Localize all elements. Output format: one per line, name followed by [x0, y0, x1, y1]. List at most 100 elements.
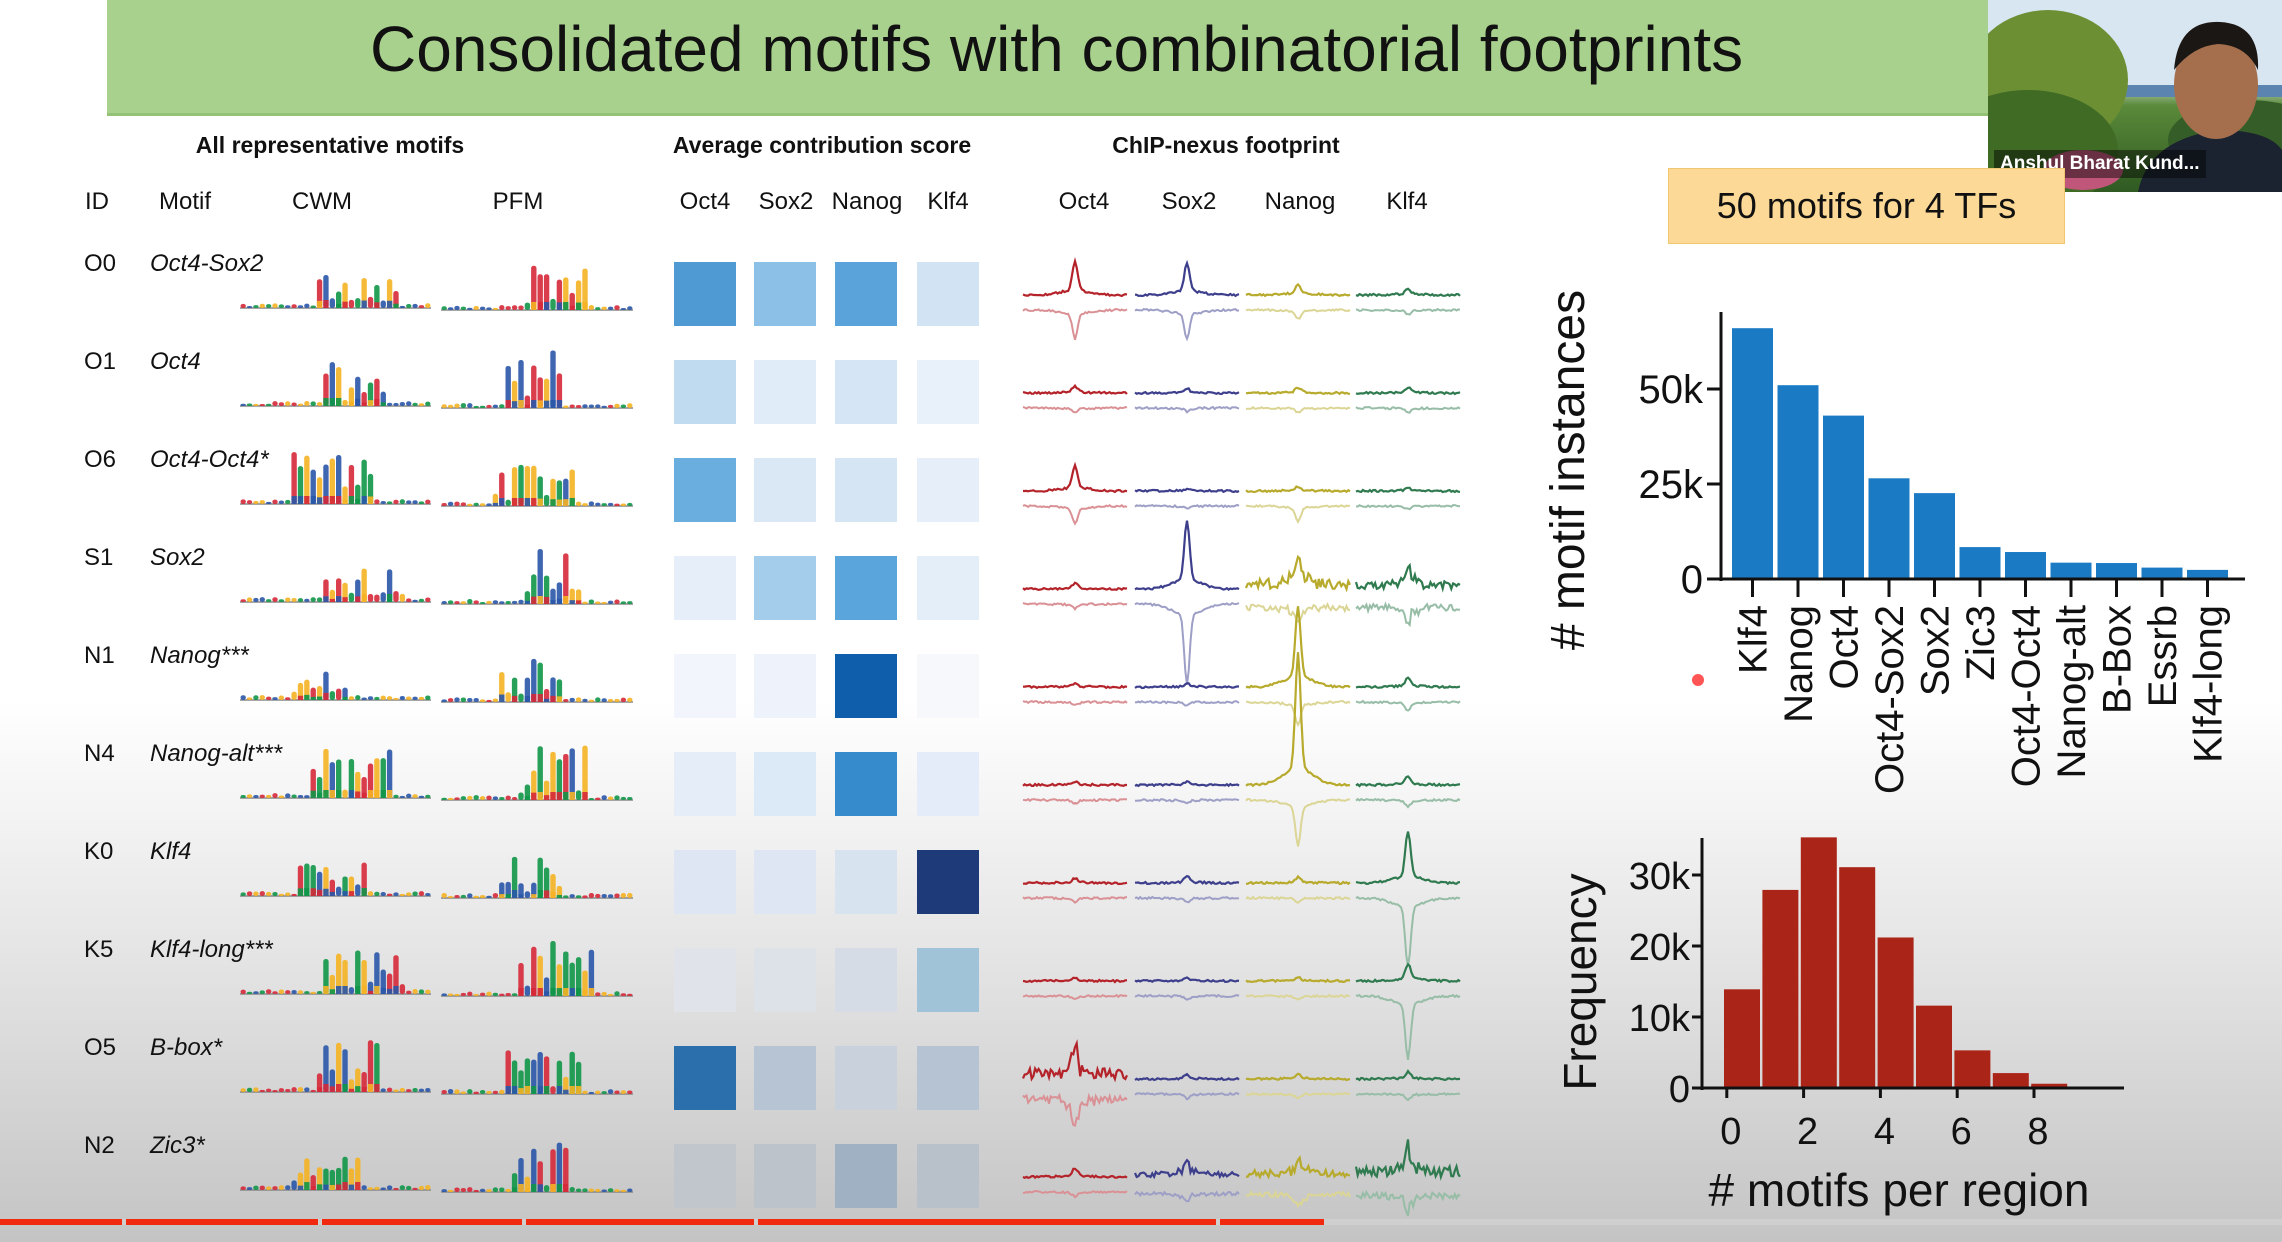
sequence-logo	[441, 265, 633, 311]
col-footprint-klf4: Klf4	[1386, 188, 1428, 215]
x-tick-label: Zic3	[1959, 605, 2003, 681]
contribution-cell-oct4	[674, 654, 736, 718]
y-axis-label: # motif instances	[1542, 290, 1595, 650]
sequence-logo	[240, 1156, 431, 1191]
x-tick-label: Essrb	[2141, 605, 2185, 707]
progress-segment[interactable]	[0, 1219, 122, 1225]
progress-segment[interactable]	[126, 1219, 318, 1225]
motif-id: S1	[84, 544, 114, 571]
col-footprint-oct4: Oct4	[1058, 188, 1110, 215]
x-tick-label: 0	[1720, 1111, 1741, 1153]
sequence-logo	[441, 1142, 633, 1193]
col-contrib-nanog: Nanog	[831, 188, 903, 215]
progress-segment[interactable]	[322, 1219, 522, 1225]
section-motifs: All representative motifs	[195, 132, 465, 158]
y-tick-label: 30k	[1629, 856, 1691, 898]
footprint-nanog	[1245, 1155, 1351, 1209]
x-tick-label: 2	[1797, 1111, 1818, 1153]
footprint-nanog	[1245, 1072, 1351, 1100]
footprint-klf4	[1355, 386, 1461, 414]
footprint-klf4	[1355, 1069, 1461, 1102]
y-tick-label: 25k	[1639, 463, 1704, 507]
contribution-cell-oct4	[674, 1144, 736, 1208]
section-footprint: ChIP-nexus footprint	[1112, 132, 1340, 158]
contribution-cell-oct4	[674, 1046, 736, 1110]
x-axis-label: # motifs per region	[1709, 1164, 2090, 1216]
col-cwm: CWM	[292, 188, 352, 215]
progress-segment[interactable]	[526, 1219, 754, 1225]
motif-id: N2	[84, 1132, 115, 1159]
y-tick-label: 10k	[1629, 998, 1691, 1040]
progress-segment[interactable]	[758, 1219, 1216, 1225]
contribution-cell-nanog	[835, 458, 897, 522]
histogram-bar-7	[1992, 1073, 2029, 1088]
footprint-klf4	[1355, 287, 1461, 316]
webcam-video-tile[interactable]: Anshul Bharat Kund...	[1988, 0, 2282, 192]
contribution-cell-klf4	[917, 850, 979, 914]
contribution-cell-sox2	[754, 262, 816, 326]
bar-essrb	[2141, 567, 2183, 579]
footprint-nanog	[1245, 606, 1351, 728]
y-axis-label: Frequency	[1554, 873, 1606, 1090]
footprint-nanog	[1244, 554, 1351, 623]
histogram-bar-2	[1800, 837, 1837, 1088]
bar-zic3	[1959, 547, 2001, 579]
footprint-sox2	[1134, 387, 1240, 414]
motif-name: Zic3*	[150, 1132, 205, 1159]
contribution-cell-oct4	[674, 752, 736, 816]
contribution-cell-nanog	[835, 948, 897, 1012]
footprint-sox2	[1134, 520, 1240, 685]
contribution-cell-klf4	[917, 262, 979, 326]
bar-klf4	[1732, 328, 1773, 579]
contribution-cell-nanog	[835, 752, 897, 816]
x-tick-label: Oct4-Sox2	[1868, 605, 1912, 794]
footprint-oct4	[1022, 1167, 1128, 1199]
y-tick-label: 20k	[1629, 927, 1691, 969]
histogram-bar-4	[1877, 937, 1914, 1088]
motif-id: N4	[84, 740, 115, 767]
contribution-cell-nanog	[835, 850, 897, 914]
contribution-cell-sox2	[754, 458, 816, 522]
motif-instances-chart: Klf4 Nanog Oct4 Oct4-Sox2 Sox2 Zic3 Oct4-Oct4 N…	[1542, 290, 2245, 794]
bar-nanog	[1777, 385, 1819, 579]
contribution-cell-sox2	[754, 752, 816, 816]
contribution-cell-oct4	[674, 262, 736, 326]
col-motif: Motif	[158, 188, 212, 215]
sequence-logo	[441, 856, 633, 899]
footprint-sox2	[1134, 1072, 1240, 1101]
contribution-cell-nanog	[835, 262, 897, 326]
footprint-klf4	[1355, 962, 1461, 1061]
sequence-logo	[441, 549, 633, 605]
histogram-bar-8	[2031, 1083, 2068, 1088]
contribution-cell-klf4	[917, 948, 979, 1012]
bar-oct4-sox2	[1868, 478, 1910, 579]
sequence-logo	[240, 950, 431, 995]
progress-segment[interactable]	[1220, 1219, 1324, 1225]
motif-id: O6	[84, 446, 117, 473]
contribution-cell-oct4	[674, 458, 736, 522]
contribution-cell-sox2	[754, 850, 816, 914]
footprint-sox2	[1134, 874, 1240, 904]
video-progress-bar[interactable]	[0, 1219, 2282, 1225]
histogram-bar-1	[1762, 889, 1799, 1088]
contribution-cell-klf4	[917, 1046, 979, 1110]
footprint-oct4	[1022, 461, 1128, 526]
footprint-nanog	[1245, 386, 1351, 414]
contribution-cell-oct4	[674, 556, 736, 620]
contribution-cell-nanog	[835, 654, 897, 718]
sequence-logo	[441, 464, 633, 507]
sequence-logo	[240, 452, 431, 505]
motif-id: O5	[84, 1034, 117, 1061]
cursor-pointer-icon	[1692, 674, 1704, 686]
contribution-cell-sox2	[754, 556, 816, 620]
col-footprint-sox2: Sox2	[1161, 188, 1217, 215]
footprint-oct4	[1022, 383, 1128, 414]
contribution-cell-nanog	[835, 360, 897, 424]
footprint-nanog	[1245, 485, 1351, 524]
footprint-nanog	[1245, 652, 1351, 847]
footprint-oct4	[1022, 256, 1128, 340]
footprint-klf4	[1355, 676, 1461, 712]
sequence-logo	[441, 350, 633, 409]
contribution-cell-nanog	[835, 1144, 897, 1208]
